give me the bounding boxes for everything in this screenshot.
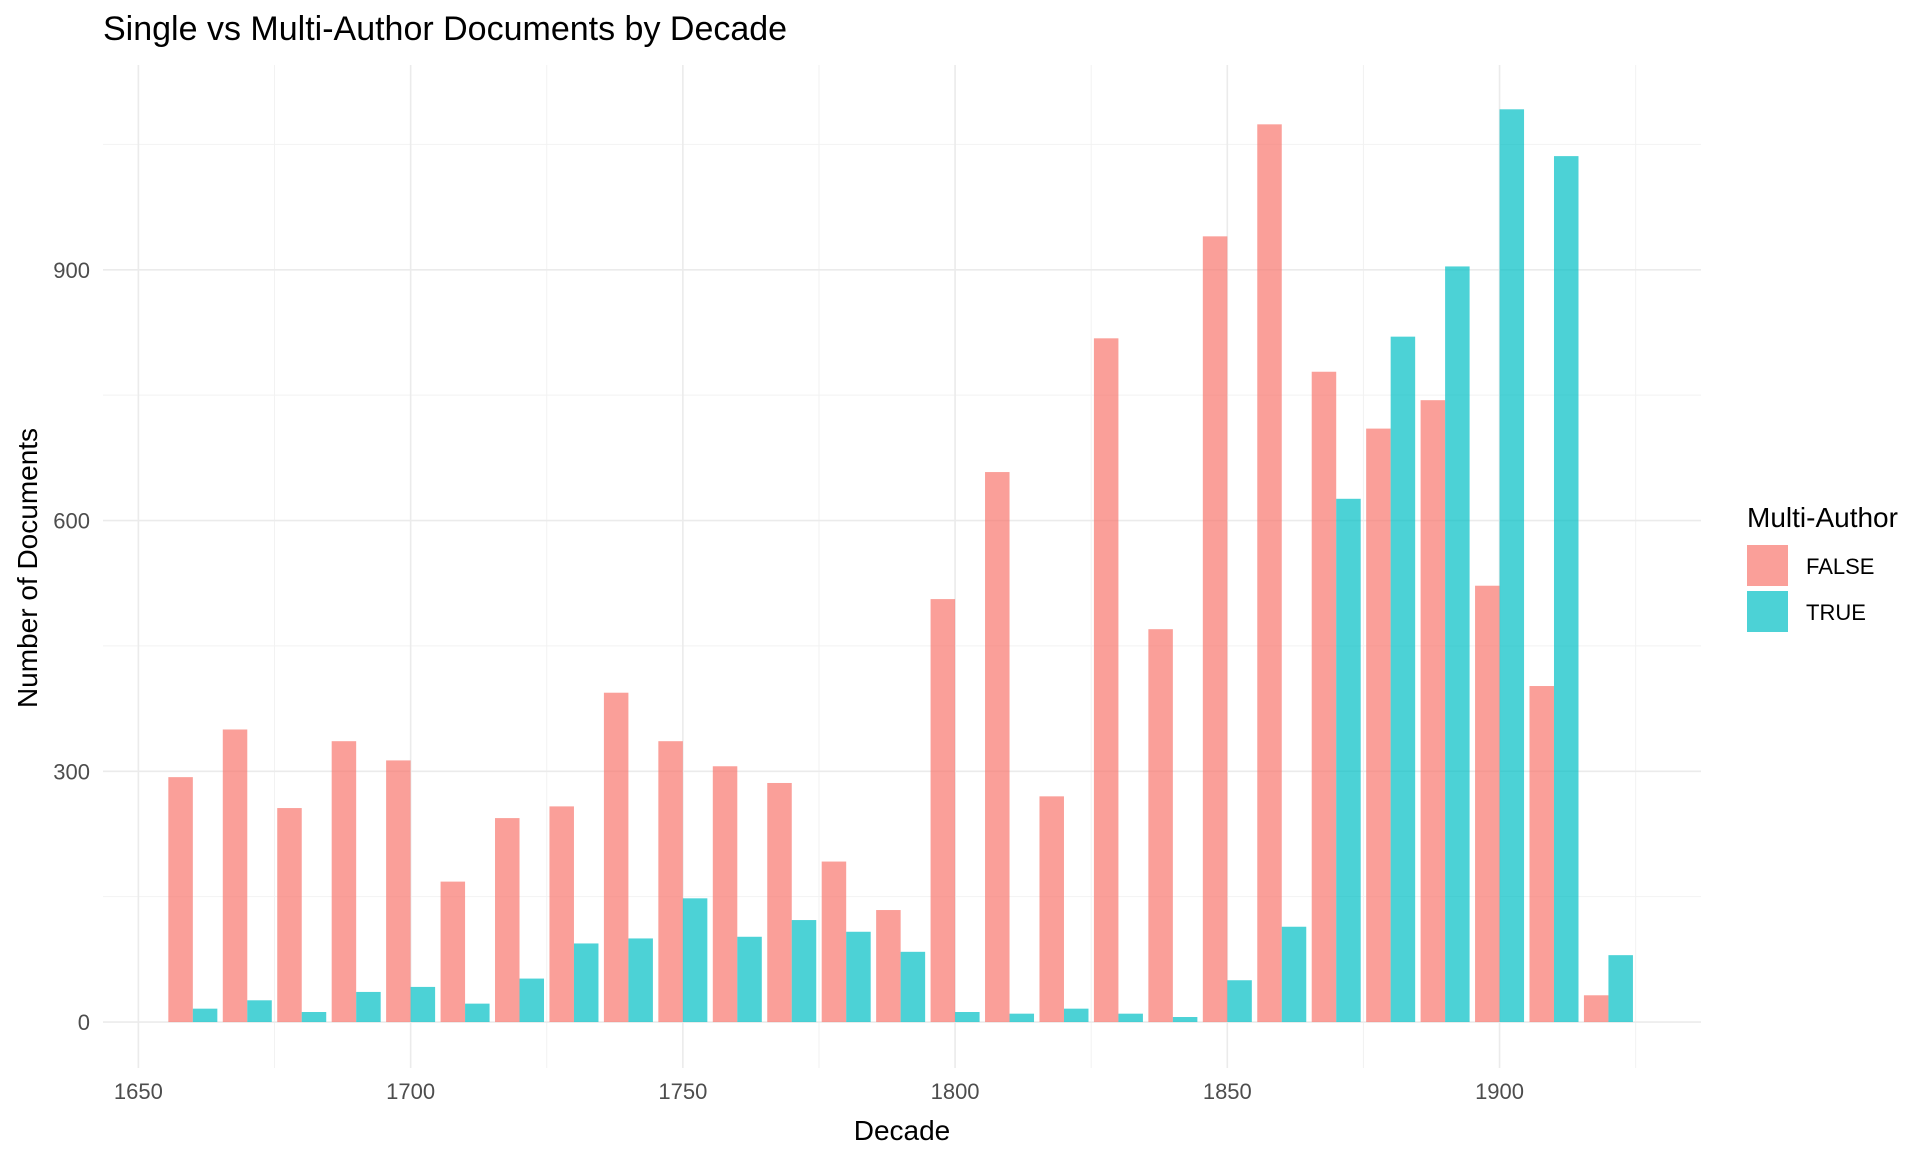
- y-tick-label: 900: [53, 258, 90, 283]
- bar-true-1850: [1227, 980, 1252, 1023]
- bar-false-1790: [876, 910, 901, 1023]
- bar-true-1720: [519, 978, 545, 1023]
- bar-false-1900: [1475, 585, 1500, 1023]
- bar-true-1690: [356, 991, 381, 1023]
- x-tick-label: 1750: [658, 1079, 707, 1104]
- bar-false-1730: [549, 806, 574, 1023]
- x-tick-label: 1650: [114, 1079, 163, 1104]
- bar-true-1700: [410, 986, 436, 1023]
- legend-label-false: FALSE: [1806, 554, 1874, 579]
- bar-true-1750: [682, 898, 708, 1023]
- bar-false-1910: [1529, 686, 1554, 1023]
- bar-false-1680: [277, 808, 302, 1023]
- bar-false-1820: [1039, 796, 1064, 1023]
- bar-true-1710: [465, 1003, 490, 1023]
- bar-true-1740: [628, 938, 653, 1023]
- legend: Multi-Author FALSE TRUE: [1747, 502, 1898, 632]
- bars: [168, 109, 1633, 1023]
- x-tick-label: 1800: [931, 1079, 980, 1104]
- bar-false-1860: [1257, 124, 1282, 1023]
- bar-true-1890: [1445, 266, 1470, 1023]
- bar-true-1760: [737, 936, 762, 1023]
- bar-true-1840: [1172, 1017, 1198, 1023]
- bar-true-1810: [1009, 1013, 1035, 1023]
- bar-false-1780: [821, 861, 847, 1023]
- bar-true-1900: [1499, 109, 1525, 1023]
- bar-true-1790: [900, 951, 926, 1023]
- y-tick-label: 0: [78, 1010, 90, 1035]
- bar-false-1720: [495, 818, 520, 1023]
- bar-true-1780: [846, 931, 871, 1023]
- bar-false-1770: [767, 782, 792, 1023]
- bar-true-1880: [1390, 336, 1416, 1023]
- bar-false-1870: [1311, 371, 1337, 1023]
- bar-false-1830: [1093, 338, 1119, 1023]
- y-axis-ticks: 0 300 600 900: [53, 258, 90, 1035]
- bar-true-1800: [955, 1012, 980, 1023]
- bar-false-1710: [440, 881, 466, 1023]
- bar-false-1920: [1583, 995, 1609, 1023]
- legend-key-true: [1747, 591, 1788, 632]
- bar-true-1830: [1118, 1013, 1143, 1023]
- bar-false-1810: [985, 472, 1010, 1023]
- y-tick-label: 600: [53, 509, 90, 534]
- x-tick-label: 1850: [1203, 1079, 1252, 1104]
- bar-true-1920: [1608, 955, 1633, 1023]
- bar-true-1820: [1063, 1008, 1089, 1023]
- legend-label-true: TRUE: [1806, 600, 1866, 625]
- bar-false-1880: [1366, 428, 1391, 1023]
- bar-false-1740: [603, 692, 629, 1023]
- bar-false-1750: [658, 741, 683, 1023]
- bar-true-1860: [1281, 926, 1307, 1023]
- bar-false-1890: [1420, 400, 1446, 1023]
- legend-title: Multi-Author: [1747, 502, 1898, 533]
- bar-true-1730: [573, 943, 599, 1023]
- bar-true-1870: [1336, 498, 1361, 1023]
- y-tick-label: 300: [53, 759, 90, 784]
- bar-true-1770: [791, 920, 817, 1023]
- bar-false-1760: [712, 766, 738, 1023]
- bar-false-1690: [331, 741, 357, 1023]
- bar-true-1660: [192, 1008, 218, 1023]
- y-axis-title: Number of Documents: [12, 428, 43, 708]
- bar-false-1700: [386, 760, 411, 1023]
- bar-false-1800: [930, 599, 956, 1023]
- chart-title: Single vs Multi-Author Documents by Deca…: [103, 10, 787, 48]
- bar-false-1660: [168, 777, 193, 1023]
- x-axis-ticks: 1650 1700 1750 1800 1850 1900: [114, 1079, 1524, 1104]
- legend-key-false: [1747, 545, 1788, 586]
- bar-true-1670: [247, 1000, 272, 1023]
- bar-false-1850: [1202, 236, 1228, 1023]
- x-tick-label: 1900: [1475, 1079, 1524, 1104]
- bar-false-1840: [1148, 629, 1173, 1023]
- bar-true-1680: [301, 1012, 327, 1023]
- bar-true-1910: [1553, 156, 1579, 1023]
- bar-false-1670: [222, 729, 248, 1023]
- x-tick-label: 1700: [386, 1079, 435, 1104]
- x-axis-title: Decade: [854, 1115, 951, 1146]
